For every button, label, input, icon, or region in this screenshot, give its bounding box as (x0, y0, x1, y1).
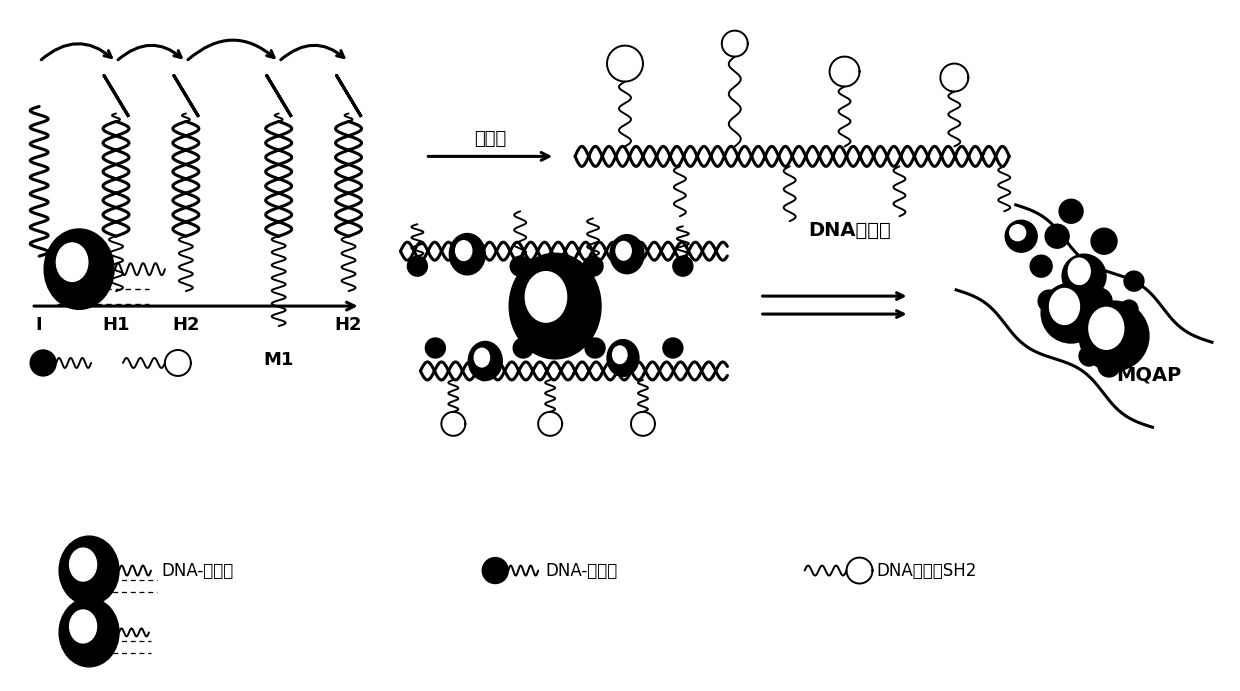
Circle shape (510, 256, 531, 276)
Circle shape (408, 256, 428, 276)
Ellipse shape (1089, 307, 1123, 349)
Circle shape (482, 558, 508, 583)
Text: DNA-量子点: DNA-量子点 (546, 562, 618, 580)
Text: MQAP: MQAP (1116, 366, 1182, 385)
Text: DNA-磁纳米: DNA-磁纳米 (161, 562, 233, 580)
Circle shape (585, 338, 605, 358)
Circle shape (513, 338, 533, 358)
Ellipse shape (60, 536, 119, 605)
Text: I: I (36, 316, 42, 334)
Ellipse shape (474, 348, 490, 367)
Circle shape (425, 338, 445, 358)
Ellipse shape (610, 235, 644, 274)
Ellipse shape (69, 610, 97, 643)
Circle shape (673, 256, 693, 276)
Circle shape (583, 256, 603, 276)
Circle shape (1038, 290, 1060, 312)
Circle shape (1099, 355, 1120, 377)
Circle shape (1091, 228, 1117, 254)
Circle shape (1045, 225, 1069, 248)
Polygon shape (956, 205, 1211, 427)
Ellipse shape (60, 598, 119, 667)
Ellipse shape (616, 241, 631, 260)
Ellipse shape (1049, 289, 1080, 325)
Circle shape (1009, 225, 1025, 240)
Text: H2: H2 (172, 316, 200, 334)
Text: H2: H2 (335, 316, 362, 334)
Circle shape (1079, 301, 1149, 371)
Ellipse shape (526, 272, 567, 322)
Ellipse shape (449, 234, 485, 275)
Ellipse shape (1068, 258, 1090, 285)
Ellipse shape (45, 229, 114, 310)
Ellipse shape (608, 339, 639, 377)
Text: DNA聚合物: DNA聚合物 (808, 221, 890, 240)
Circle shape (1086, 288, 1112, 314)
Circle shape (1030, 255, 1052, 277)
Text: DNA适配体SH2: DNA适配体SH2 (877, 562, 977, 580)
Text: 自组装: 自组装 (474, 131, 506, 149)
Ellipse shape (69, 548, 97, 581)
Circle shape (1042, 283, 1101, 343)
Ellipse shape (510, 254, 601, 359)
Circle shape (30, 350, 56, 376)
Circle shape (1123, 271, 1145, 291)
Circle shape (1059, 199, 1083, 223)
Text: H1: H1 (102, 316, 130, 334)
Text: M1: M1 (263, 351, 294, 369)
Circle shape (1006, 220, 1037, 252)
Circle shape (1079, 346, 1099, 366)
Circle shape (1120, 300, 1138, 318)
Ellipse shape (613, 346, 627, 363)
Ellipse shape (56, 243, 88, 281)
Ellipse shape (469, 341, 502, 381)
Circle shape (663, 338, 683, 358)
Ellipse shape (455, 240, 471, 261)
Circle shape (1063, 254, 1106, 298)
